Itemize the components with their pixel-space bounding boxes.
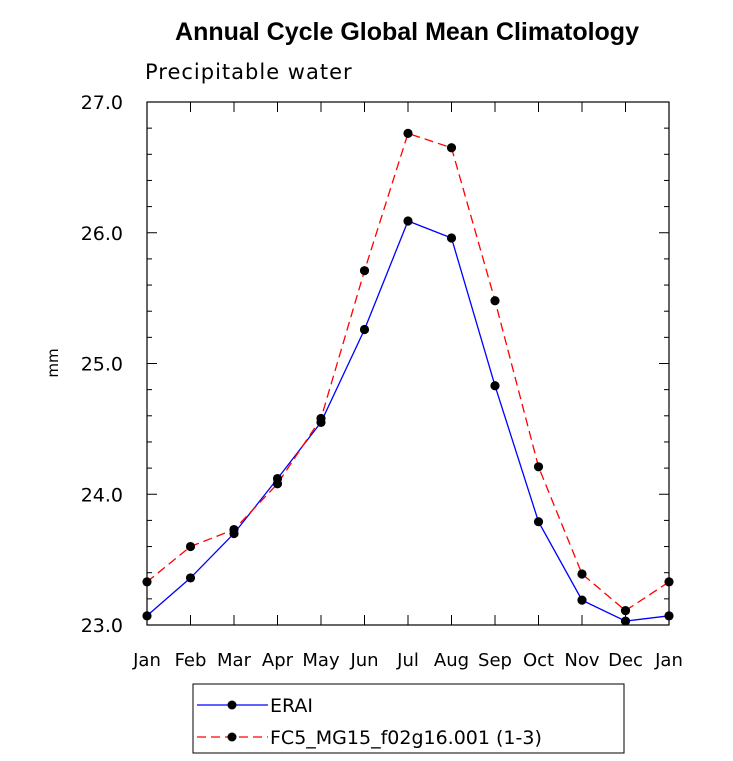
chart-title: Annual Cycle Global Mean Climatology	[175, 18, 639, 46]
x-tick-label: Oct	[523, 650, 554, 671]
y-tick-label: 26.0	[81, 223, 123, 245]
x-tick-label: May	[302, 650, 340, 671]
legend-box	[192, 683, 625, 754]
data-point-series-0	[142, 611, 152, 621]
data-point-series-0	[664, 611, 674, 621]
chart-subtitle: Precipitable water	[145, 60, 353, 84]
x-tick-label: Aug	[434, 650, 469, 671]
data-point-series-1	[359, 266, 370, 276]
data-point-series-1	[316, 413, 326, 424]
x-tick-label: Jul	[396, 650, 419, 671]
legend-label-fc5: FC5_MG15_f02g16.001 (1-3)	[270, 727, 542, 749]
plot-frame	[146, 101, 670, 626]
x-tick-label: Jan	[132, 650, 161, 671]
data-point-series-1	[577, 569, 587, 579]
x-tick-label: Jun	[349, 650, 378, 671]
x-tick-label: Mar	[217, 650, 252, 671]
x-tick-labels: Jan Feb Mar Apr May Jun Jul Aug Sep Oct Nov Dec Jan	[132, 650, 683, 671]
x-tick-label: Apr	[262, 650, 294, 671]
legend-marker-erai	[227, 700, 237, 710]
legend: ERAI FC5_MG15_f02g16.001 (1-3)	[192, 683, 625, 754]
data-point-series-1	[403, 128, 413, 138]
legend-marker-fc5	[227, 732, 237, 742]
y-tick-label: 27.0	[81, 92, 123, 114]
series-group	[142, 128, 674, 626]
data-point-series-0	[490, 381, 500, 391]
x-tick-label: Jan	[654, 650, 683, 671]
series-line-0	[146, 220, 670, 622]
x-tick-label: Nov	[564, 650, 599, 671]
data-point-series-1	[272, 479, 283, 489]
x-tick-label: Dec	[608, 650, 643, 671]
data-point-series-1	[185, 541, 196, 552]
axis-ticks	[146, 101, 670, 626]
data-point-series-1	[490, 296, 500, 306]
data-point-series-1	[533, 462, 544, 472]
legend-label-erai: ERAI	[270, 695, 313, 717]
data-point-series-0	[533, 517, 544, 527]
x-tick-label: Feb	[175, 650, 207, 671]
series-line-1	[146, 132, 670, 612]
data-point-series-0	[359, 324, 370, 335]
y-tick-labels: 23.0 24.0 25.0 26.0 27.0	[81, 92, 123, 637]
y-tick-label: 25.0	[81, 354, 123, 376]
data-point-series-1	[229, 524, 239, 535]
data-point-series-0	[446, 233, 457, 243]
data-point-series-1	[620, 606, 631, 616]
data-point-series-1	[142, 577, 152, 587]
y-tick-label: 23.0	[81, 615, 123, 637]
data-point-series-0	[185, 573, 196, 583]
data-point-series-0	[577, 595, 587, 605]
data-point-series-0	[620, 616, 631, 626]
data-point-series-1	[446, 143, 457, 153]
x-tick-label: Sep	[478, 650, 512, 671]
data-point-series-0	[403, 216, 413, 226]
data-point-series-1	[664, 577, 674, 587]
y-tick-label: 24.0	[81, 484, 123, 506]
y-axis-label: mm	[44, 348, 62, 377]
